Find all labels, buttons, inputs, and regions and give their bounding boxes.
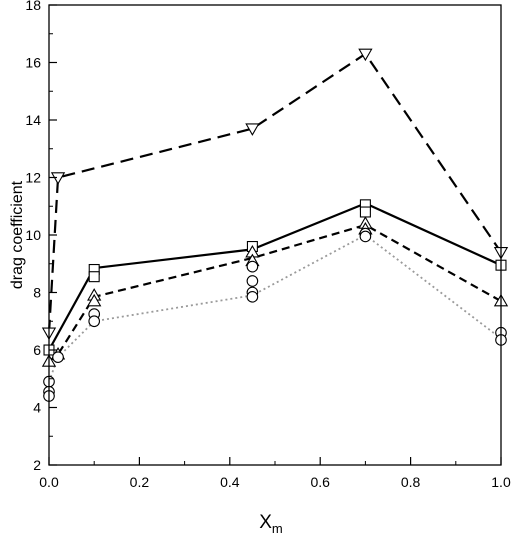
triangle-up-marker xyxy=(87,293,102,307)
y-tick-label: 16 xyxy=(25,55,41,71)
y-tick-label: 4 xyxy=(33,400,41,416)
x-tick-label: 0.8 xyxy=(401,474,421,490)
x-axis-label-main: X xyxy=(259,512,272,533)
y-tick-label: 18 xyxy=(25,0,41,13)
series-line-circle xyxy=(48,234,502,382)
y-tick-label: 12 xyxy=(25,170,41,186)
y-tick-label: 8 xyxy=(33,285,41,301)
x-tick-label: 0.2 xyxy=(130,474,150,490)
series-markers xyxy=(41,48,509,402)
triangle-down-marker xyxy=(358,48,373,62)
y-axis-label: drag coefficient xyxy=(9,180,26,289)
square-marker xyxy=(88,271,100,283)
axis-ticks: 0.0 0.2 0.4 0.6 0.8 1.0 2 4 6 8 10 12 14 16 18 xyxy=(25,0,511,490)
circle-marker xyxy=(246,275,259,287)
x-tick-label: 0.4 xyxy=(220,474,240,490)
square-marker xyxy=(359,206,371,218)
circle-marker xyxy=(246,260,259,273)
series-line-triangle-up xyxy=(48,223,502,363)
series-line-triangle-down xyxy=(47,52,502,333)
circle-marker xyxy=(52,351,64,364)
x-tick-label: 0.0 xyxy=(39,474,59,490)
x-tick-label: 1.0 xyxy=(491,474,511,490)
x-axis-label-subscript: m xyxy=(272,521,283,536)
y-tick-label: 10 xyxy=(25,227,41,243)
y-tick-label: 6 xyxy=(33,342,41,358)
series-lines xyxy=(47,52,502,382)
circle-marker xyxy=(246,290,259,303)
triangle-down-marker xyxy=(245,123,260,136)
x-tick-label: 0.6 xyxy=(310,474,330,490)
triangle-down-marker xyxy=(50,172,66,185)
y-tick-label: 2 xyxy=(33,457,41,473)
series-line-square xyxy=(48,202,502,351)
circle-marker xyxy=(88,315,101,328)
x-axis-label: Xm xyxy=(259,512,283,536)
circle-marker xyxy=(359,230,372,243)
y-tick-label: 14 xyxy=(25,112,41,128)
